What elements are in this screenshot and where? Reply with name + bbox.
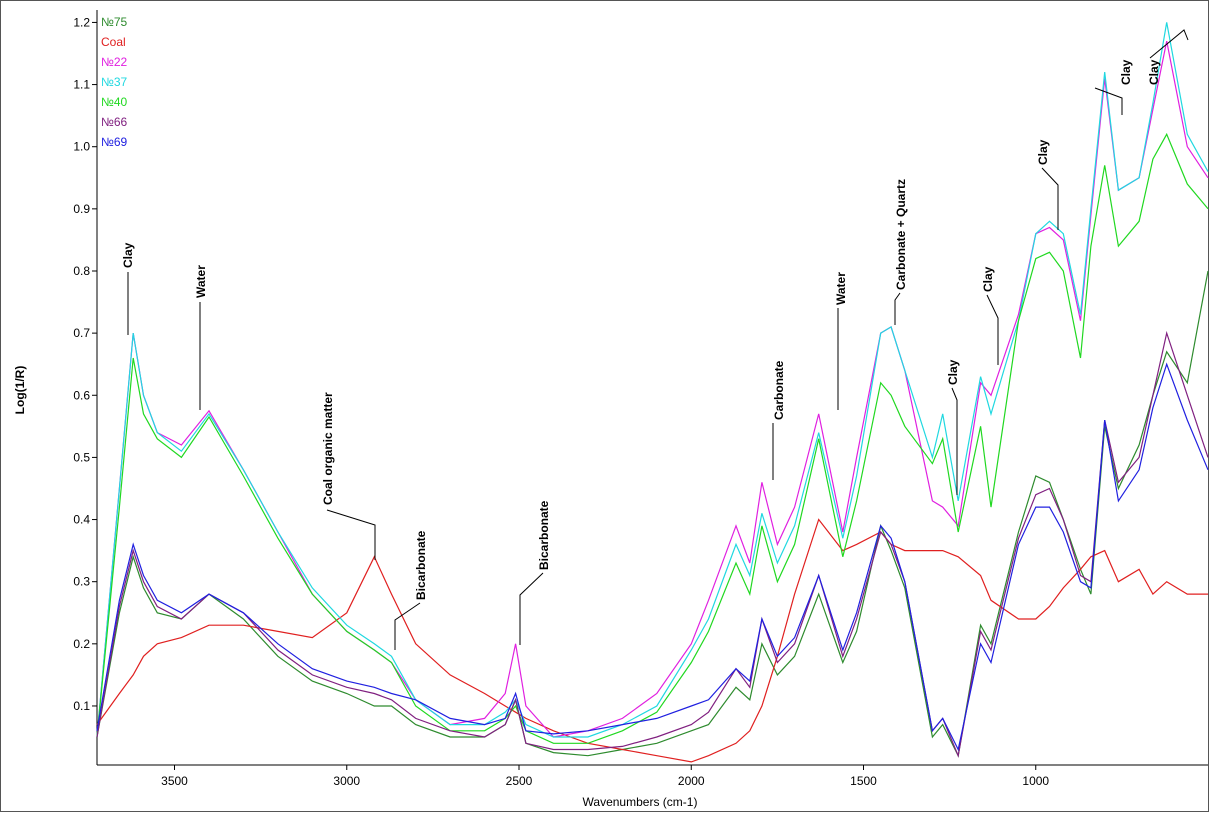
- legend-entry: №37: [101, 75, 128, 89]
- y-tick-label: 1.0: [73, 140, 90, 154]
- annotation-leader: [986, 294, 999, 365]
- annotation: Clay: [1036, 139, 1050, 165]
- y-tick-label: 1.1: [73, 78, 90, 92]
- x-tick-label: 1000: [1022, 774, 1049, 788]
- y-tick-label: 0.7: [73, 326, 90, 340]
- x-axis-label: Wavenumbers (cm-1): [583, 795, 698, 809]
- spectrum-line: [96, 132, 1209, 744]
- x-tick-label: 2500: [506, 774, 533, 788]
- legend-entry: №22: [101, 55, 128, 69]
- annotation: Water: [834, 272, 848, 305]
- y-tick-label: 0.2: [73, 637, 90, 651]
- annotation-leader: [951, 387, 958, 495]
- spectrum-line: [96, 518, 1208, 763]
- annotation-leader: [1149, 29, 1189, 59]
- annotation: Carbonate: [772, 360, 786, 420]
- x-tick-label: 3500: [161, 774, 188, 788]
- annotation-leader: [894, 292, 901, 325]
- annotation-leader: [519, 572, 544, 645]
- annotation: Clay: [1119, 59, 1133, 85]
- legend-entry: №75: [101, 15, 128, 29]
- annotation: Clay: [121, 242, 135, 268]
- annotation: Clay: [981, 266, 995, 292]
- x-tick-label: 1500: [850, 774, 877, 788]
- y-tick-label: 0.6: [73, 388, 90, 402]
- y-tick-label: 0.5: [73, 450, 90, 464]
- annotation: Coal organic matter: [321, 392, 335, 505]
- y-tick-label: 0.3: [73, 575, 90, 589]
- y-tick-label: 1.2: [73, 15, 90, 29]
- x-tick-label: 2000: [678, 774, 705, 788]
- y-tick-label: 0.9: [73, 202, 90, 216]
- spectrum-line: [96, 362, 1209, 752]
- spectrum-line: [96, 22, 1209, 738]
- annotation: Carbonate + Quartz: [894, 179, 908, 290]
- y-tick-label: 0.8: [73, 264, 90, 278]
- annotation-leader: [326, 509, 376, 560]
- x-tick-label: 3000: [333, 774, 360, 788]
- legend-entry: №69: [101, 135, 128, 149]
- annotation: Clay: [946, 359, 960, 385]
- y-axis-label: Log(1/R): [13, 366, 27, 415]
- y-tick-label: 0.4: [73, 513, 90, 527]
- legend-entry: №40: [101, 95, 128, 109]
- annotation-leader: [1041, 167, 1059, 230]
- annotation-leader: [394, 602, 421, 650]
- y-tick-label: 0.1: [73, 699, 90, 713]
- annotation: Water: [194, 265, 208, 298]
- annotation: Bicarbonate: [414, 530, 428, 600]
- annotation-leader: [1094, 87, 1123, 115]
- legend-entry: Coal: [101, 35, 126, 49]
- legend-entry: №66: [101, 115, 128, 129]
- annotation: Clay: [1147, 59, 1161, 85]
- annotation: Bicarbonate: [537, 500, 551, 570]
